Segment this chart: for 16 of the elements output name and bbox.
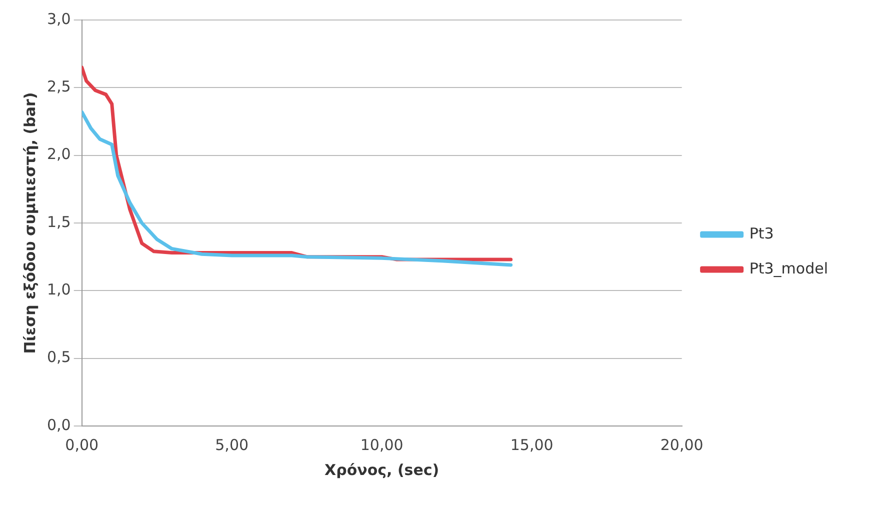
x-tick-label: 20,00 — [660, 436, 704, 454]
y-tick-label: 1,0 — [46, 280, 71, 299]
x-tick-label: 15,00 — [510, 436, 554, 454]
x-axis-title: Χρόνος, (sec) — [324, 460, 440, 479]
legend-label: Pt3 — [749, 224, 774, 242]
y-axis-title: Πίεση εξόδου συμπιεστή, (bar) — [20, 92, 39, 354]
y-tick-label: 3,0 — [46, 10, 71, 28]
x-tick-label: 10,00 — [360, 436, 404, 454]
y-tick-label: 2,0 — [46, 145, 71, 164]
legend-label: Pt3_model — [749, 259, 828, 278]
y-tick-label: 0,5 — [46, 348, 71, 366]
y-tick-label: 2,5 — [46, 78, 71, 96]
x-tick-label: 5,00 — [215, 436, 249, 454]
y-tick-label: 0,0 — [46, 416, 71, 434]
y-tick-label: 1,5 — [46, 212, 71, 231]
x-tick-label: 0,00 — [65, 436, 99, 454]
